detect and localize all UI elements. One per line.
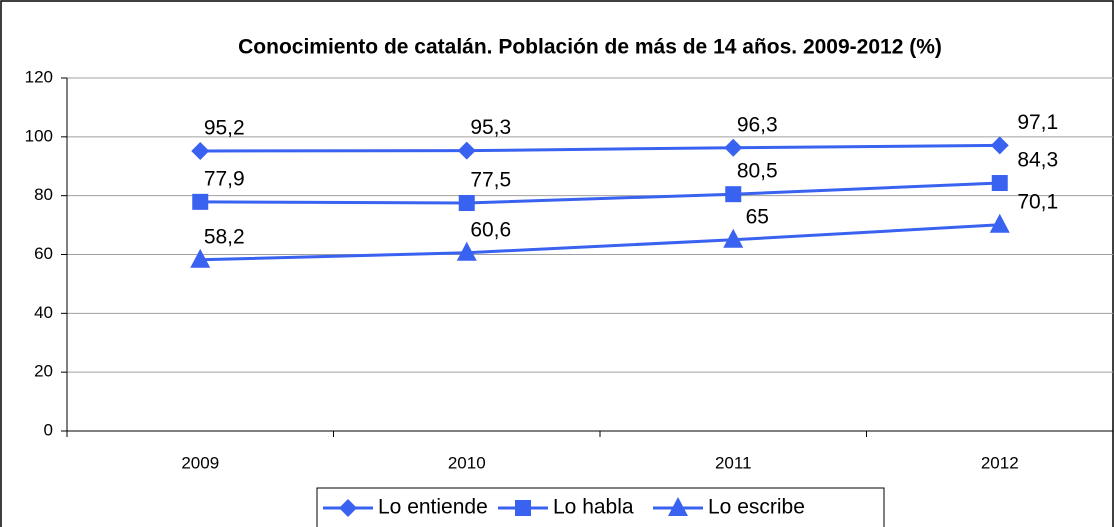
data-label: 97,1 (1017, 111, 1058, 134)
y-tick-label: 60 (34, 244, 53, 263)
legend-label: Lo escribe (708, 496, 805, 519)
x-tick-label: 2011 (715, 453, 752, 472)
data-label: 84,3 (1017, 149, 1058, 172)
x-tick-label: 2010 (448, 453, 486, 472)
legend-marker (515, 500, 531, 516)
y-tick-label: 20 (34, 362, 53, 381)
data-label: 65 (746, 205, 769, 228)
legend-label: Lo entiende (378, 496, 488, 519)
data-point (724, 138, 743, 157)
data-point (191, 141, 210, 160)
data-label: 77,5 (470, 169, 511, 192)
series-line (200, 181, 1000, 205)
data-point (458, 195, 475, 212)
y-tick-label: 100 (25, 126, 53, 145)
x-tick-label: 2012 (981, 453, 1019, 472)
data-point (990, 136, 1009, 155)
series-line (200, 223, 1000, 262)
legend-box (316, 487, 885, 527)
y-tick-label: 0 (44, 420, 53, 439)
data-label: 77,9 (204, 167, 245, 190)
data-point (190, 248, 211, 268)
data-point (457, 141, 476, 160)
series-line (200, 143, 1000, 153)
data-label: 95,2 (204, 117, 245, 140)
y-tick-label: 80 (34, 185, 53, 204)
data-point (989, 213, 1010, 233)
data-label: 60,6 (470, 218, 511, 241)
data-label: 80,5 (737, 160, 778, 183)
chart-title: Conocimiento de catalán. Población de má… (238, 36, 942, 59)
data-label: 70,1 (1017, 190, 1058, 213)
data-point (991, 175, 1008, 192)
data-point (456, 241, 477, 261)
y-tick-label: 40 (34, 303, 53, 322)
data-point (723, 228, 744, 248)
y-tick-label: 120 (25, 67, 53, 86)
data-point (725, 186, 742, 203)
data-label: 96,3 (737, 113, 778, 136)
legend-marker (339, 499, 357, 517)
data-label: 58,2 (204, 225, 245, 248)
data-label: 95,3 (470, 116, 511, 139)
data-point (192, 193, 209, 210)
legend-label: Lo habla (553, 496, 634, 519)
legend-marker (668, 497, 688, 516)
x-tick-label: 2009 (181, 453, 219, 472)
